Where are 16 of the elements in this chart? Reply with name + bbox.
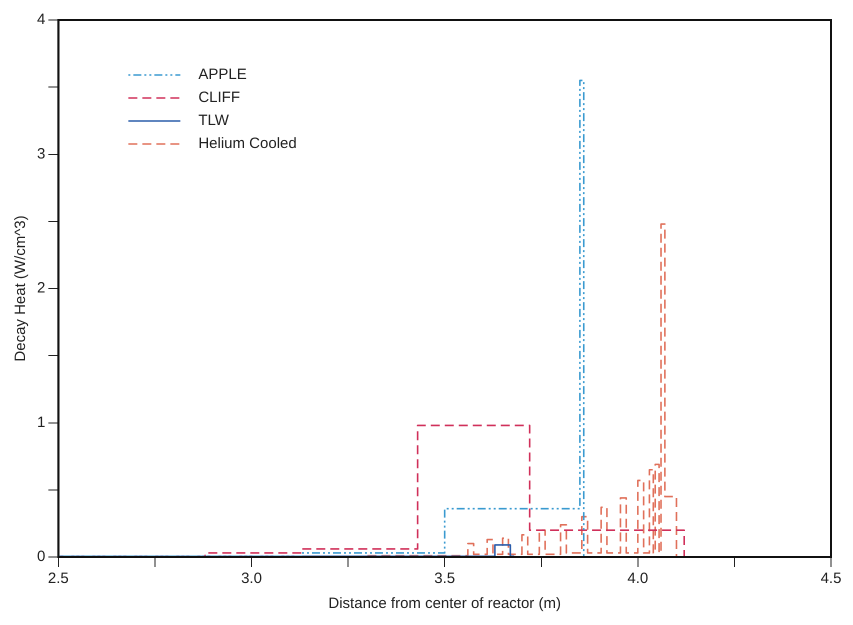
x-tick-label: 4.0 [627, 570, 648, 588]
y-axis-title: Decay Heat (W/cm^3) [12, 215, 30, 362]
x-axis-title: Distance from center of reactor (m) [328, 595, 561, 612]
y-tick-label: 3 [37, 145, 46, 162]
y-tick-label: 0 [37, 548, 46, 566]
x-tick-label: 4.5 [820, 570, 842, 588]
y-tick-label: 1 [37, 414, 46, 431]
x-tick-label: 3.5 [434, 570, 456, 588]
y-tick-label: 2 [37, 280, 46, 297]
x-tick-label: 2.5 [48, 570, 69, 588]
legend-label: Helium Cooled [198, 135, 297, 152]
legend-label: TLW [198, 112, 230, 130]
x-tick-label: 3.0 [241, 570, 262, 588]
y-tick-label: 4 [37, 11, 46, 28]
legend-label: CLIFF [198, 89, 240, 106]
legend-label: APPLE [198, 66, 247, 84]
